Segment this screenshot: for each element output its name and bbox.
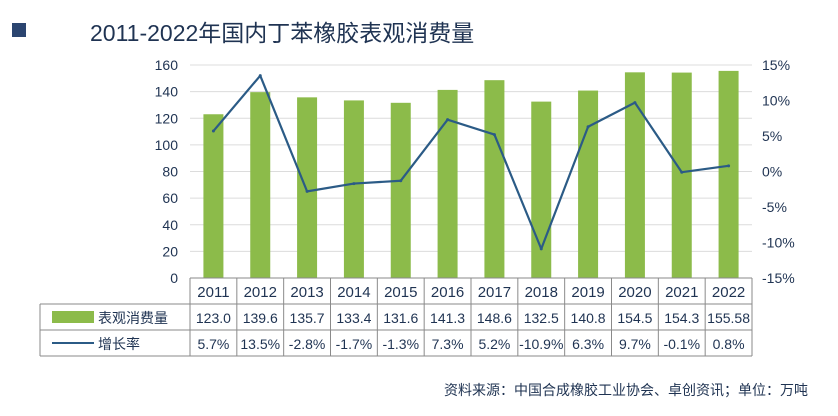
source-note: 资料来源：中国合成橡胶工业协会、卓创资讯；单位：万吨 [444,382,808,398]
table-cell-consumption: 131.6 [383,310,418,326]
table-cell-growth: 0.8% [713,336,745,352]
y-right-tick-label: -15% [762,270,795,286]
table-cell-growth: -1.3% [382,336,419,352]
bar [390,102,411,279]
x-tick-label: 2022 [712,284,745,301]
bar [437,89,458,278]
line-point [539,247,543,251]
line-point [633,101,637,105]
table-cell-consumption: 132.5 [524,310,559,326]
bar [671,72,692,278]
bar [578,90,599,278]
y-right-tick-label: 0% [762,164,782,180]
bar [531,101,552,278]
legend-bar-key [52,311,94,323]
x-tick-label: 2017 [478,284,511,301]
bar [484,80,505,279]
y-right-tick-label: -5% [762,199,787,215]
bar [250,92,271,278]
line-point [586,125,590,129]
table-cell-growth: 7.3% [432,336,464,352]
legend-line-label: 增长率 [98,336,140,352]
x-tick-label: 2014 [337,284,370,301]
table-cell-consumption: 154.3 [664,310,699,326]
table-cell-growth: 9.7% [619,336,651,352]
x-tick-label: 2015 [384,284,417,301]
y-left-tick-label: 140 [155,84,179,100]
y-left-tick-label: 80 [162,164,178,180]
bar [343,100,364,278]
line-point [492,133,496,137]
table-cell-consumption: 155.58 [707,310,750,326]
growth-line [212,74,729,250]
x-tick-label: 2020 [618,284,651,301]
bar [203,114,224,278]
table-cell-consumption: 140.8 [571,310,606,326]
x-tick-label: 2019 [571,284,604,301]
table-cell-growth: -0.1% [663,336,700,352]
table-cell-consumption: 148.6 [477,310,512,326]
table-cell-consumption: 139.6 [243,310,278,326]
line-point [399,179,403,183]
line-point [211,129,215,133]
y-left-tick-label: 0 [170,270,178,286]
table-cell-growth: -2.8% [289,336,326,352]
y-right-tick-label: 15% [762,57,790,73]
chart-title: 2011-2022年国内丁苯橡胶表观消费量 [90,20,475,46]
x-tick-label: 2011 [197,284,229,301]
x-tick-label: 2018 [525,284,558,301]
bar [297,97,318,279]
table-cell-growth: -10.9% [519,336,563,352]
y-right-tick-label: 10% [762,93,790,109]
table-cell-growth: -1.7% [336,336,373,352]
table-cell-growth: 5.7% [197,336,229,352]
y-right-tick-label: -10% [762,235,795,251]
y-left-tick-label: 40 [162,217,178,233]
line-point [352,182,356,186]
x-tick-label: 2021 [665,284,698,301]
table-cell-consumption: 154.5 [617,310,652,326]
y-left-tick-label: 120 [155,110,179,126]
x-tick-label: 2012 [244,284,277,301]
y-left-tick-label: 20 [162,243,178,259]
line-point [727,164,731,168]
line-point [446,118,450,122]
line-point [258,74,262,78]
x-tick-label: 2013 [290,284,323,301]
table-cell-consumption: 135.7 [290,310,325,326]
table-cell-consumption: 123.0 [196,310,231,326]
table-cell-growth: 5.2% [478,336,510,352]
table-cell-growth: 6.3% [572,336,604,352]
table-cell-consumption: 141.3 [430,310,465,326]
y-left-tick-label: 100 [155,137,179,153]
line-point [680,170,684,174]
y-left-tick-label: 160 [155,57,179,73]
bar [718,70,739,278]
title-square-icon [12,23,26,37]
table-cell-growth: 13.5% [240,336,280,352]
x-tick-label: 2016 [431,284,464,301]
y-left-tick-label: 60 [162,190,178,206]
legend-bar-label: 表观消费量 [98,310,168,326]
line-point [305,189,309,193]
bar [624,72,645,279]
table-cell-consumption: 133.4 [336,310,371,326]
y-right-tick-label: 5% [762,128,782,144]
